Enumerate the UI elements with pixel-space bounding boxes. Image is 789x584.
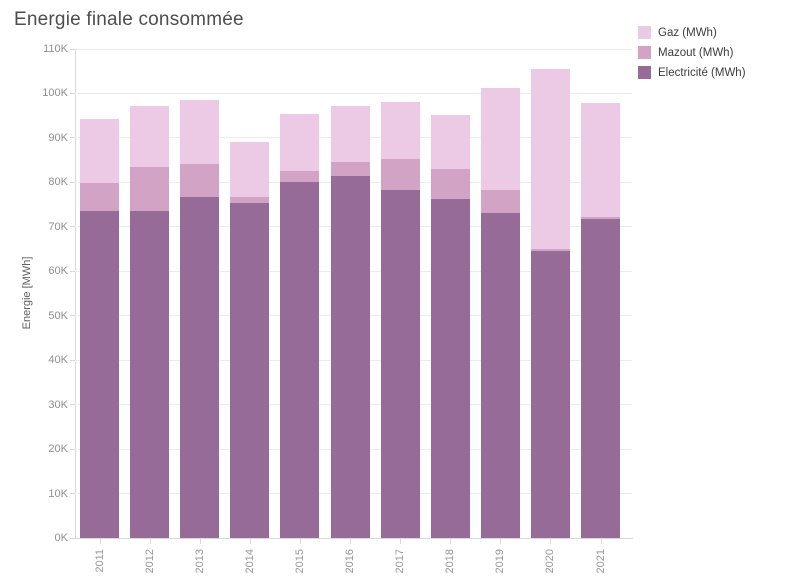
x-tick-label-2019: 2019 [494,549,507,574]
x-tick-mark-2018 [450,539,452,544]
x-tick-label-2016: 2016 [344,549,356,574]
bar-segment-mazout-2021[interactable] [581,216,620,220]
bar-segment-mazout-2018[interactable] [430,169,470,200]
x-tick-mark-2020 [550,539,552,544]
y-tick-label-110K: 110K [43,43,68,55]
bar-segment-mazout-2013[interactable] [180,164,220,198]
y-tick-mark-80K [70,181,75,183]
gridline-110K [75,48,632,50]
bar-segment-electricité-2021[interactable] [581,219,620,538]
legend-item-gaz[interactable]: Gaz (MWh) [638,26,746,39]
bar-segment-gaz-2014[interactable] [230,141,270,197]
x-tick-mark-2013 [199,539,201,544]
bar-segment-mazout-2015[interactable] [280,170,320,183]
y-tick-mark-100K [70,92,75,94]
x-tick-label-2014: 2014 [243,549,256,574]
bar-segment-gaz-2017[interactable] [380,101,420,159]
y-tick-mark-30K [70,404,75,406]
x-tick-label-2021: 2021 [594,549,607,574]
x-tick-mark-2012 [149,539,151,544]
x-tick-mark-2019 [500,539,502,544]
x-axis-line [75,538,633,539]
bar-segment-gaz-2016[interactable] [330,105,370,163]
bar-segment-electricité-2015[interactable] [280,182,320,538]
bar-segment-mazout-2014[interactable] [230,196,270,203]
bar-segment-electricité-2018[interactable] [430,199,470,538]
bar-segment-gaz-2011[interactable] [80,119,119,184]
gridline-100K [75,92,632,94]
x-tick-label-2017: 2017 [394,549,407,574]
bar-segment-gaz-2012[interactable] [130,106,170,167]
y-tick-label-40K: 40K [48,354,68,367]
bar-segment-electricité-2020[interactable] [530,251,570,538]
bar-segment-gaz-2020[interactable] [530,69,570,249]
bar-segment-electricité-2019[interactable] [480,213,520,538]
bar-segment-mazout-2019[interactable] [480,189,520,214]
y-tick-mark-70K [70,226,75,228]
bar-segment-gaz-2021[interactable] [581,102,620,217]
y-tick-label-100K: 100K [42,87,68,100]
bar-segment-mazout-2011[interactable] [80,183,119,212]
bar-segment-mazout-2017[interactable] [380,158,420,190]
legend-label: Electricité (MWh) [658,66,746,79]
y-tick-label-0K: 0K [54,532,68,544]
legend-label: Gaz (MWh) [658,26,717,39]
y-tick-mark-90K [70,137,75,139]
bar-segment-gaz-2019[interactable] [480,87,520,190]
y-tick-label-70K: 70K [48,220,68,233]
x-tick-label-2012: 2012 [143,549,156,574]
x-tick-label-2018: 2018 [444,549,457,574]
y-tick-label-90K: 90K [48,131,68,144]
y-tick-mark-110K [70,48,75,50]
legend-swatch-electricité [638,66,651,79]
y-tick-label-80K: 80K [48,176,68,189]
x-tick-mark-2017 [400,539,402,544]
x-tick-mark-2011 [99,539,101,544]
y-tick-mark-20K [70,448,75,450]
y-tick-label-50K: 50K [48,309,68,322]
legend-item-electricité[interactable]: Electricité (MWh) [638,66,746,79]
bar-segment-gaz-2018[interactable] [430,115,470,170]
x-tick-mark-2014 [249,539,251,544]
x-tick-mark-2015 [299,539,301,544]
bar-segment-electricité-2013[interactable] [180,197,220,538]
chart-title: Energie finale consommée [14,9,244,30]
x-tick-label-2020: 2020 [544,549,557,574]
y-tick-mark-10K [70,493,75,495]
bar-segment-mazout-2016[interactable] [330,162,370,177]
legend-swatch-mazout [638,46,651,59]
y-tick-label-20K: 20K [48,443,68,456]
bar-segment-electricité-2011[interactable] [80,211,119,538]
bar-segment-electricité-2014[interactable] [230,202,270,538]
x-tick-mark-2016 [350,539,351,544]
y-tick-label-10K: 10K [48,487,68,500]
bar-segment-gaz-2013[interactable] [180,100,220,165]
legend-swatch-gaz [638,26,651,39]
y-tick-label-30K: 30K [48,398,68,411]
y-tick-mark-40K [70,359,75,361]
plot-area [75,48,632,538]
bar-segment-mazout-2012[interactable] [130,166,170,212]
y-tick-mark-50K [70,315,75,317]
x-tick-label-2015: 2015 [293,549,306,574]
bar-segment-electricité-2012[interactable] [130,211,170,538]
x-tick-label-2011: 2011 [93,549,106,573]
bar-segment-gaz-2015[interactable] [280,114,320,171]
bar-segment-mazout-2020[interactable] [530,248,570,252]
bar-segment-electricité-2016[interactable] [330,176,370,538]
x-tick-mark-2021 [600,539,602,544]
y-tick-label-60K: 60K [48,265,68,278]
x-tick-label-2013: 2013 [193,549,206,574]
y-tick-mark-0K [70,537,75,539]
legend: Gaz (MWh) Mazout (MWh) Electricité (MWh) [638,26,746,86]
y-tick-mark-60K [70,270,75,272]
y-axis-line [75,49,76,539]
bar-segment-electricité-2017[interactable] [380,189,420,538]
legend-label: Mazout (MWh) [658,46,734,59]
legend-item-mazout[interactable]: Mazout (MWh) [638,46,746,59]
